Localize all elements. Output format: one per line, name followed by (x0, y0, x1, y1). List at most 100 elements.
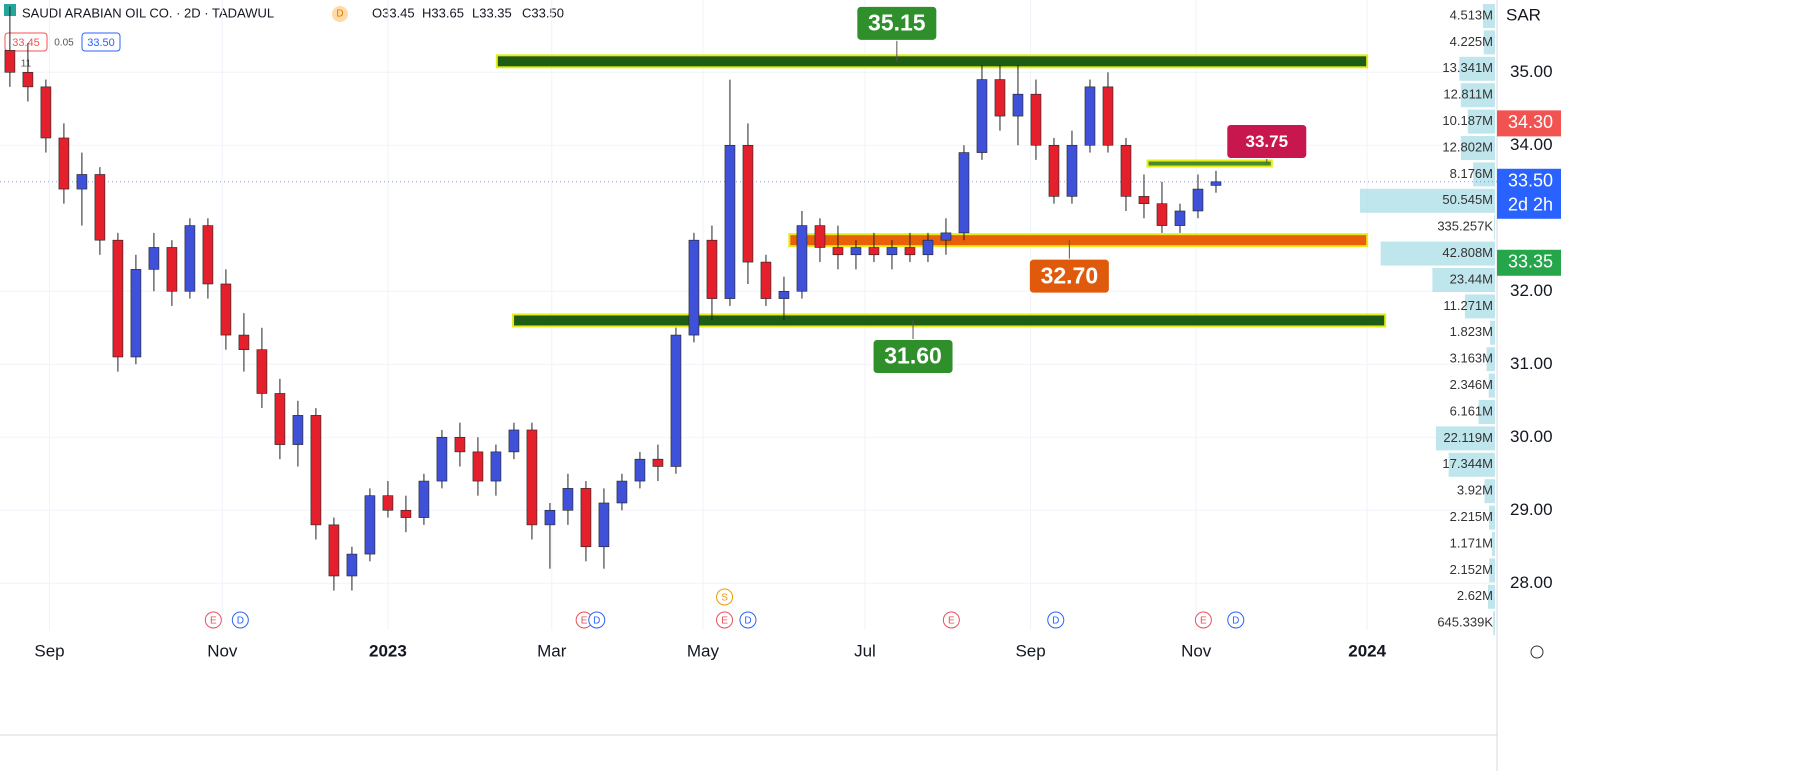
candle-body (166, 247, 178, 292)
candle-body (130, 269, 142, 358)
ohlc-close: C33.50 (522, 5, 564, 20)
candle-body (292, 415, 304, 445)
ask-box[interactable] (81, 32, 121, 52)
candle-body (436, 436, 448, 482)
candle-body (508, 429, 520, 453)
event-marker[interactable] (231, 611, 249, 629)
level-label-box (856, 5, 938, 41)
volume-profile-label: 13.341M (1442, 60, 1493, 75)
y-tick-label: 30.00 (1510, 427, 1553, 446)
x-tick-label: Nov (207, 641, 238, 660)
event-marker[interactable] (739, 611, 757, 629)
candle-body (868, 247, 880, 256)
event-label: D (237, 616, 244, 627)
candle-body (616, 480, 628, 504)
candle-body (742, 144, 754, 263)
volume-profile-bar (1488, 584, 1495, 609)
count: 11 (21, 59, 32, 70)
volume-profile-bar (1467, 109, 1495, 134)
volume-profile-label: 6.161M (1450, 403, 1493, 418)
x-tick-label: Sep (34, 641, 64, 660)
level-label: 31.60 (884, 343, 942, 369)
x-tick-label: Nov (1181, 641, 1212, 660)
candle-body (814, 225, 826, 248)
volume-profile-bar (1464, 294, 1495, 319)
candle-body (94, 174, 106, 241)
candle-body (940, 232, 952, 241)
candle-body (76, 174, 88, 190)
candle-body (1120, 144, 1132, 197)
y-tick-label: 28.00 (1510, 573, 1553, 592)
candle-body (58, 137, 70, 190)
volume-profile-label: 42.808M (1442, 245, 1493, 260)
level-label-box (1226, 124, 1308, 160)
event-label: S (721, 593, 728, 604)
candle-body (4, 50, 16, 73)
level-zone (512, 313, 1387, 328)
candle-body (562, 488, 574, 511)
level-label-box (872, 338, 954, 374)
candle-body (112, 239, 124, 358)
level-label: 32.70 (1041, 262, 1099, 288)
candle-body (976, 79, 988, 153)
volume-profile-bar (1494, 215, 1495, 240)
event-marker[interactable] (716, 611, 734, 629)
candle-body (202, 225, 214, 285)
y-tick-label: 31.00 (1510, 354, 1553, 373)
volume-profile-bar (1459, 56, 1495, 81)
volume-profile-bar (1380, 241, 1495, 266)
volume-profile-label: 50.545M (1442, 192, 1493, 207)
event-marker[interactable] (1227, 611, 1245, 629)
level-label-box (1028, 258, 1110, 294)
volume-profile-label: 12.811M (1443, 87, 1493, 102)
event-marker[interactable] (716, 588, 734, 606)
price-badge-label: 33.50 (1508, 171, 1553, 191)
candle-body (634, 458, 646, 482)
event-marker[interactable] (204, 611, 222, 629)
settings-icon[interactable] (1530, 645, 1544, 659)
bid-box[interactable] (4, 32, 48, 52)
candle-body (472, 451, 484, 482)
volume-profile-label: 4.225M (1450, 34, 1493, 49)
candle-body (1084, 86, 1096, 146)
volume-profile-label: 2.346M (1450, 377, 1493, 392)
x-tick-label: 2024 (1348, 641, 1386, 660)
event-label: E (581, 616, 588, 627)
candle-body (958, 152, 970, 234)
volume-profile-bar (1484, 479, 1495, 504)
volume-profile-bar (1483, 30, 1495, 55)
event-label: D (1052, 616, 1059, 627)
event-label: D (1232, 616, 1239, 627)
event-marker[interactable] (588, 611, 606, 629)
candle-body (670, 334, 682, 467)
candle-body (220, 283, 232, 336)
candle-body (1192, 188, 1204, 212)
candle-body (598, 502, 610, 548)
volume-profile-bar (1489, 558, 1495, 583)
volume-profile-bar (1360, 188, 1495, 213)
volume-profile-bar (1435, 426, 1495, 451)
volume-profile-bar (1482, 4, 1495, 28)
event-label: D (744, 616, 751, 627)
ask: 33.50 (87, 37, 115, 49)
spread: 0.05 (54, 38, 74, 49)
event-marker[interactable] (1047, 611, 1065, 629)
candle-body (490, 451, 502, 482)
bid: 33.45 (12, 37, 40, 49)
event-marker[interactable] (942, 611, 960, 629)
candle-body (382, 495, 394, 511)
volume-profile-bar (1490, 320, 1495, 345)
y-tick-label: 32.00 (1510, 281, 1553, 300)
event-label: D (593, 616, 600, 627)
price-badge-countdown: 2d 2h (1508, 195, 1553, 215)
volume-profile-bar (1491, 532, 1495, 556)
candle-body (544, 509, 556, 526)
candle-body (886, 247, 898, 256)
volume-profile-label: 22.119M (1443, 430, 1493, 445)
candle-body (256, 349, 268, 394)
level-zone (1146, 159, 1273, 168)
volume-profile-label: 2.62M (1457, 588, 1493, 603)
event-marker[interactable] (1194, 611, 1212, 629)
candle-body (238, 334, 250, 350)
